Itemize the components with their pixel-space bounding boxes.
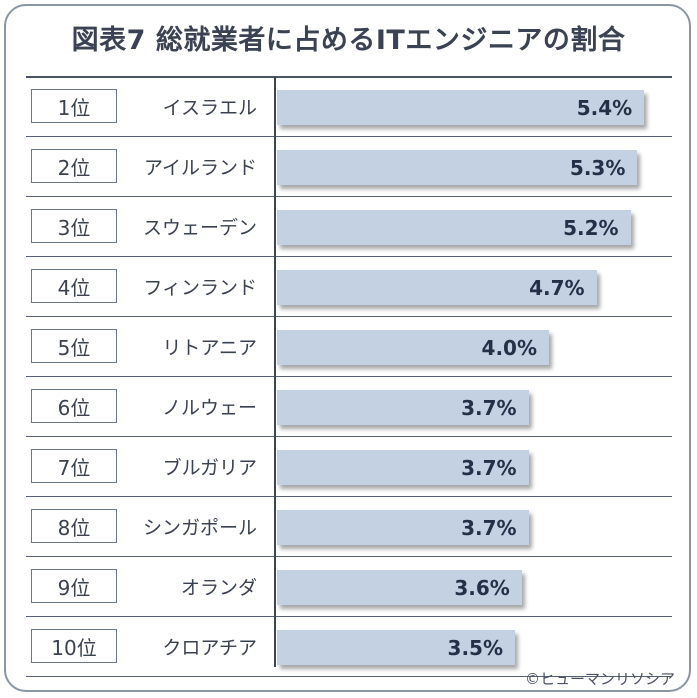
- category-label: ノルウェー: [161, 396, 257, 419]
- rank-label: 6位: [31, 389, 117, 423]
- chart-row: 2位 アイルランド 5.3%: [26, 137, 672, 197]
- bar: [277, 150, 638, 185]
- category-label: リトアニア: [162, 336, 257, 359]
- rank-label: 1位: [31, 89, 117, 123]
- data-label: 3.7%: [461, 455, 517, 480]
- category-label: オランダ: [180, 576, 257, 599]
- chart-row: 8位 シンガポール 3.7%: [26, 497, 672, 557]
- rank-label: 7位: [31, 449, 117, 483]
- rank-label: 4位: [31, 269, 117, 303]
- rank-label: 5位: [31, 329, 117, 363]
- category-label: イスラエル: [162, 96, 257, 119]
- data-label: 3.7%: [461, 515, 517, 540]
- rank-label: 8位: [31, 509, 117, 543]
- bar: [277, 270, 597, 305]
- data-label: 4.0%: [481, 335, 537, 360]
- chart-row: 10位 クロアチア 3.5%: [26, 617, 672, 677]
- rank-label: 9位: [31, 569, 117, 603]
- row-divider: [26, 616, 672, 617]
- title-rule: [26, 76, 672, 78]
- category-label: スウェーデン: [142, 216, 257, 239]
- chart-row: 1位 イスラエル 5.4%: [26, 77, 672, 137]
- bar: [277, 330, 549, 365]
- bar: [277, 570, 522, 605]
- bar: [277, 630, 515, 665]
- row-divider: [26, 256, 672, 257]
- rank-label: 2位: [31, 149, 117, 183]
- row-divider: [26, 676, 672, 677]
- data-label: 4.7%: [529, 275, 585, 300]
- bar: [277, 210, 631, 245]
- data-label: 3.7%: [461, 395, 517, 420]
- row-divider: [26, 196, 672, 197]
- row-divider: [26, 436, 672, 437]
- data-label: 5.4%: [576, 95, 633, 120]
- chart-row: 9位 オランダ 3.6%: [26, 557, 672, 617]
- row-divider: [26, 496, 672, 497]
- row-divider: [26, 316, 672, 317]
- data-label: 5.3%: [569, 155, 626, 180]
- chart-row: 4位 フィンランド 4.7%: [26, 257, 672, 317]
- chart-row: 7位 ブルガリア 3.7%: [26, 437, 672, 497]
- copyright-credit: ©ヒューマンリソシア: [524, 670, 675, 688]
- data-label: 3.6%: [454, 575, 510, 600]
- category-label: ブルガリア: [162, 456, 257, 479]
- data-label: 5.2%: [563, 215, 619, 240]
- row-divider: [26, 136, 672, 137]
- chart-row: 6位 ノルウェー 3.7%: [26, 377, 672, 437]
- data-label: 3.5%: [447, 635, 503, 660]
- rank-label: 3位: [31, 209, 117, 243]
- axis-line: [274, 77, 276, 667]
- chart-row: 3位 スウェーデン 5.2%: [26, 197, 672, 257]
- chart-title: 図表7 総就業者に占めるITエンジニアの割合: [71, 25, 626, 56]
- bar: [277, 390, 529, 425]
- row-divider: [26, 376, 672, 377]
- rank-label: 10位: [31, 629, 117, 663]
- category-label: アイルランド: [143, 156, 257, 179]
- category-label: クロアチア: [162, 636, 257, 659]
- bar: [277, 510, 529, 545]
- row-divider: [26, 556, 672, 557]
- category-label: シンガポール: [142, 516, 257, 539]
- chart-row: 5位 リトアニア 4.0%: [26, 317, 672, 377]
- bar: [277, 450, 529, 485]
- bar: [277, 90, 645, 125]
- category-label: フィンランド: [143, 276, 257, 299]
